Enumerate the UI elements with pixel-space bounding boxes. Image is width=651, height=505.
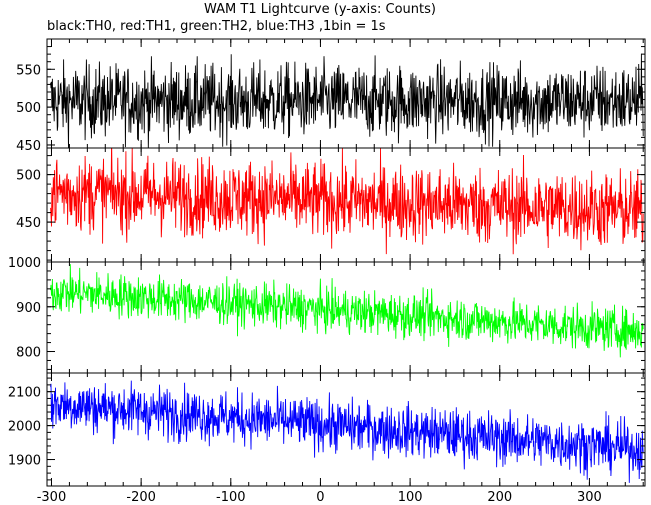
- y-tick-label: 1000: [8, 256, 41, 271]
- series-line-th0: [50, 53, 644, 148]
- panels-group: 450 500 550 450 500 800 900 1000 1900 2000 2100: [8, 38, 646, 487]
- x-tick-label: -300: [37, 490, 67, 505]
- chart-title: WAM T1 Lightcurve (y-axis: Counts): [204, 2, 436, 17]
- y-tick-label: 550: [16, 63, 41, 78]
- panel-th0: 450 500 550: [16, 38, 646, 154]
- x-tick-label: -100: [216, 490, 246, 505]
- x-tick-label: 100: [398, 490, 423, 505]
- y-tick-label: 450: [16, 216, 41, 231]
- y-tick-label: 900: [16, 301, 41, 316]
- y-tick-label: 2000: [8, 420, 41, 435]
- panel-th1: 450 500: [16, 147, 646, 263]
- x-tick-label: -200: [126, 490, 156, 505]
- y-tick-label: 1900: [8, 454, 41, 469]
- panel-frame: [46, 372, 646, 487]
- y-tick-label: 500: [16, 169, 41, 184]
- series-line-th2: [50, 264, 644, 358]
- chart-subtitle: black:TH0, red:TH1, green:TH2, blue:TH3 …: [47, 19, 386, 34]
- y-tick-label: 800: [16, 346, 41, 361]
- series-line-th1: [50, 148, 644, 255]
- series-line-th3: [50, 380, 644, 483]
- x-tick-label: 0: [316, 490, 324, 505]
- y-tick-label: 500: [16, 101, 41, 116]
- x-tick-label: 200: [487, 490, 512, 505]
- panel-th2: 800 900 1000: [8, 256, 646, 374]
- y-tick-label: 2100: [8, 386, 41, 401]
- x-axis: -300 -200 -100 0 100 200 300: [37, 490, 602, 505]
- panel-th3: 1900 2000 2100: [8, 372, 646, 487]
- y-tick-label: 450: [16, 139, 41, 154]
- x-tick-label: 300: [577, 490, 602, 505]
